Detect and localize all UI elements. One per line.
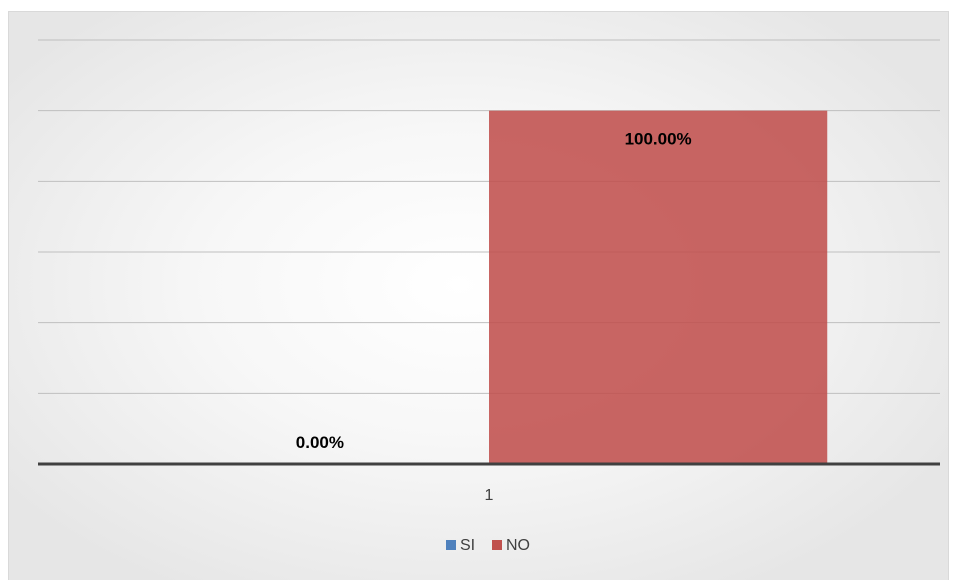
bar-no [489, 110, 828, 465]
x-tick-labels: 1 [485, 487, 494, 504]
legend-swatch-no [492, 540, 502, 550]
data-label-no: 100.00% [625, 130, 692, 149]
x-tick-label: 1 [485, 487, 494, 504]
legend: SI NO [446, 537, 530, 554]
legend-label-no: NO [506, 537, 530, 554]
legend-label-si: SI [460, 537, 475, 554]
legend-swatch-si [446, 540, 456, 550]
bars [489, 110, 828, 465]
data-labels: 0.00% 100.00% [296, 130, 692, 452]
data-label-si: 0.00% [296, 433, 344, 452]
